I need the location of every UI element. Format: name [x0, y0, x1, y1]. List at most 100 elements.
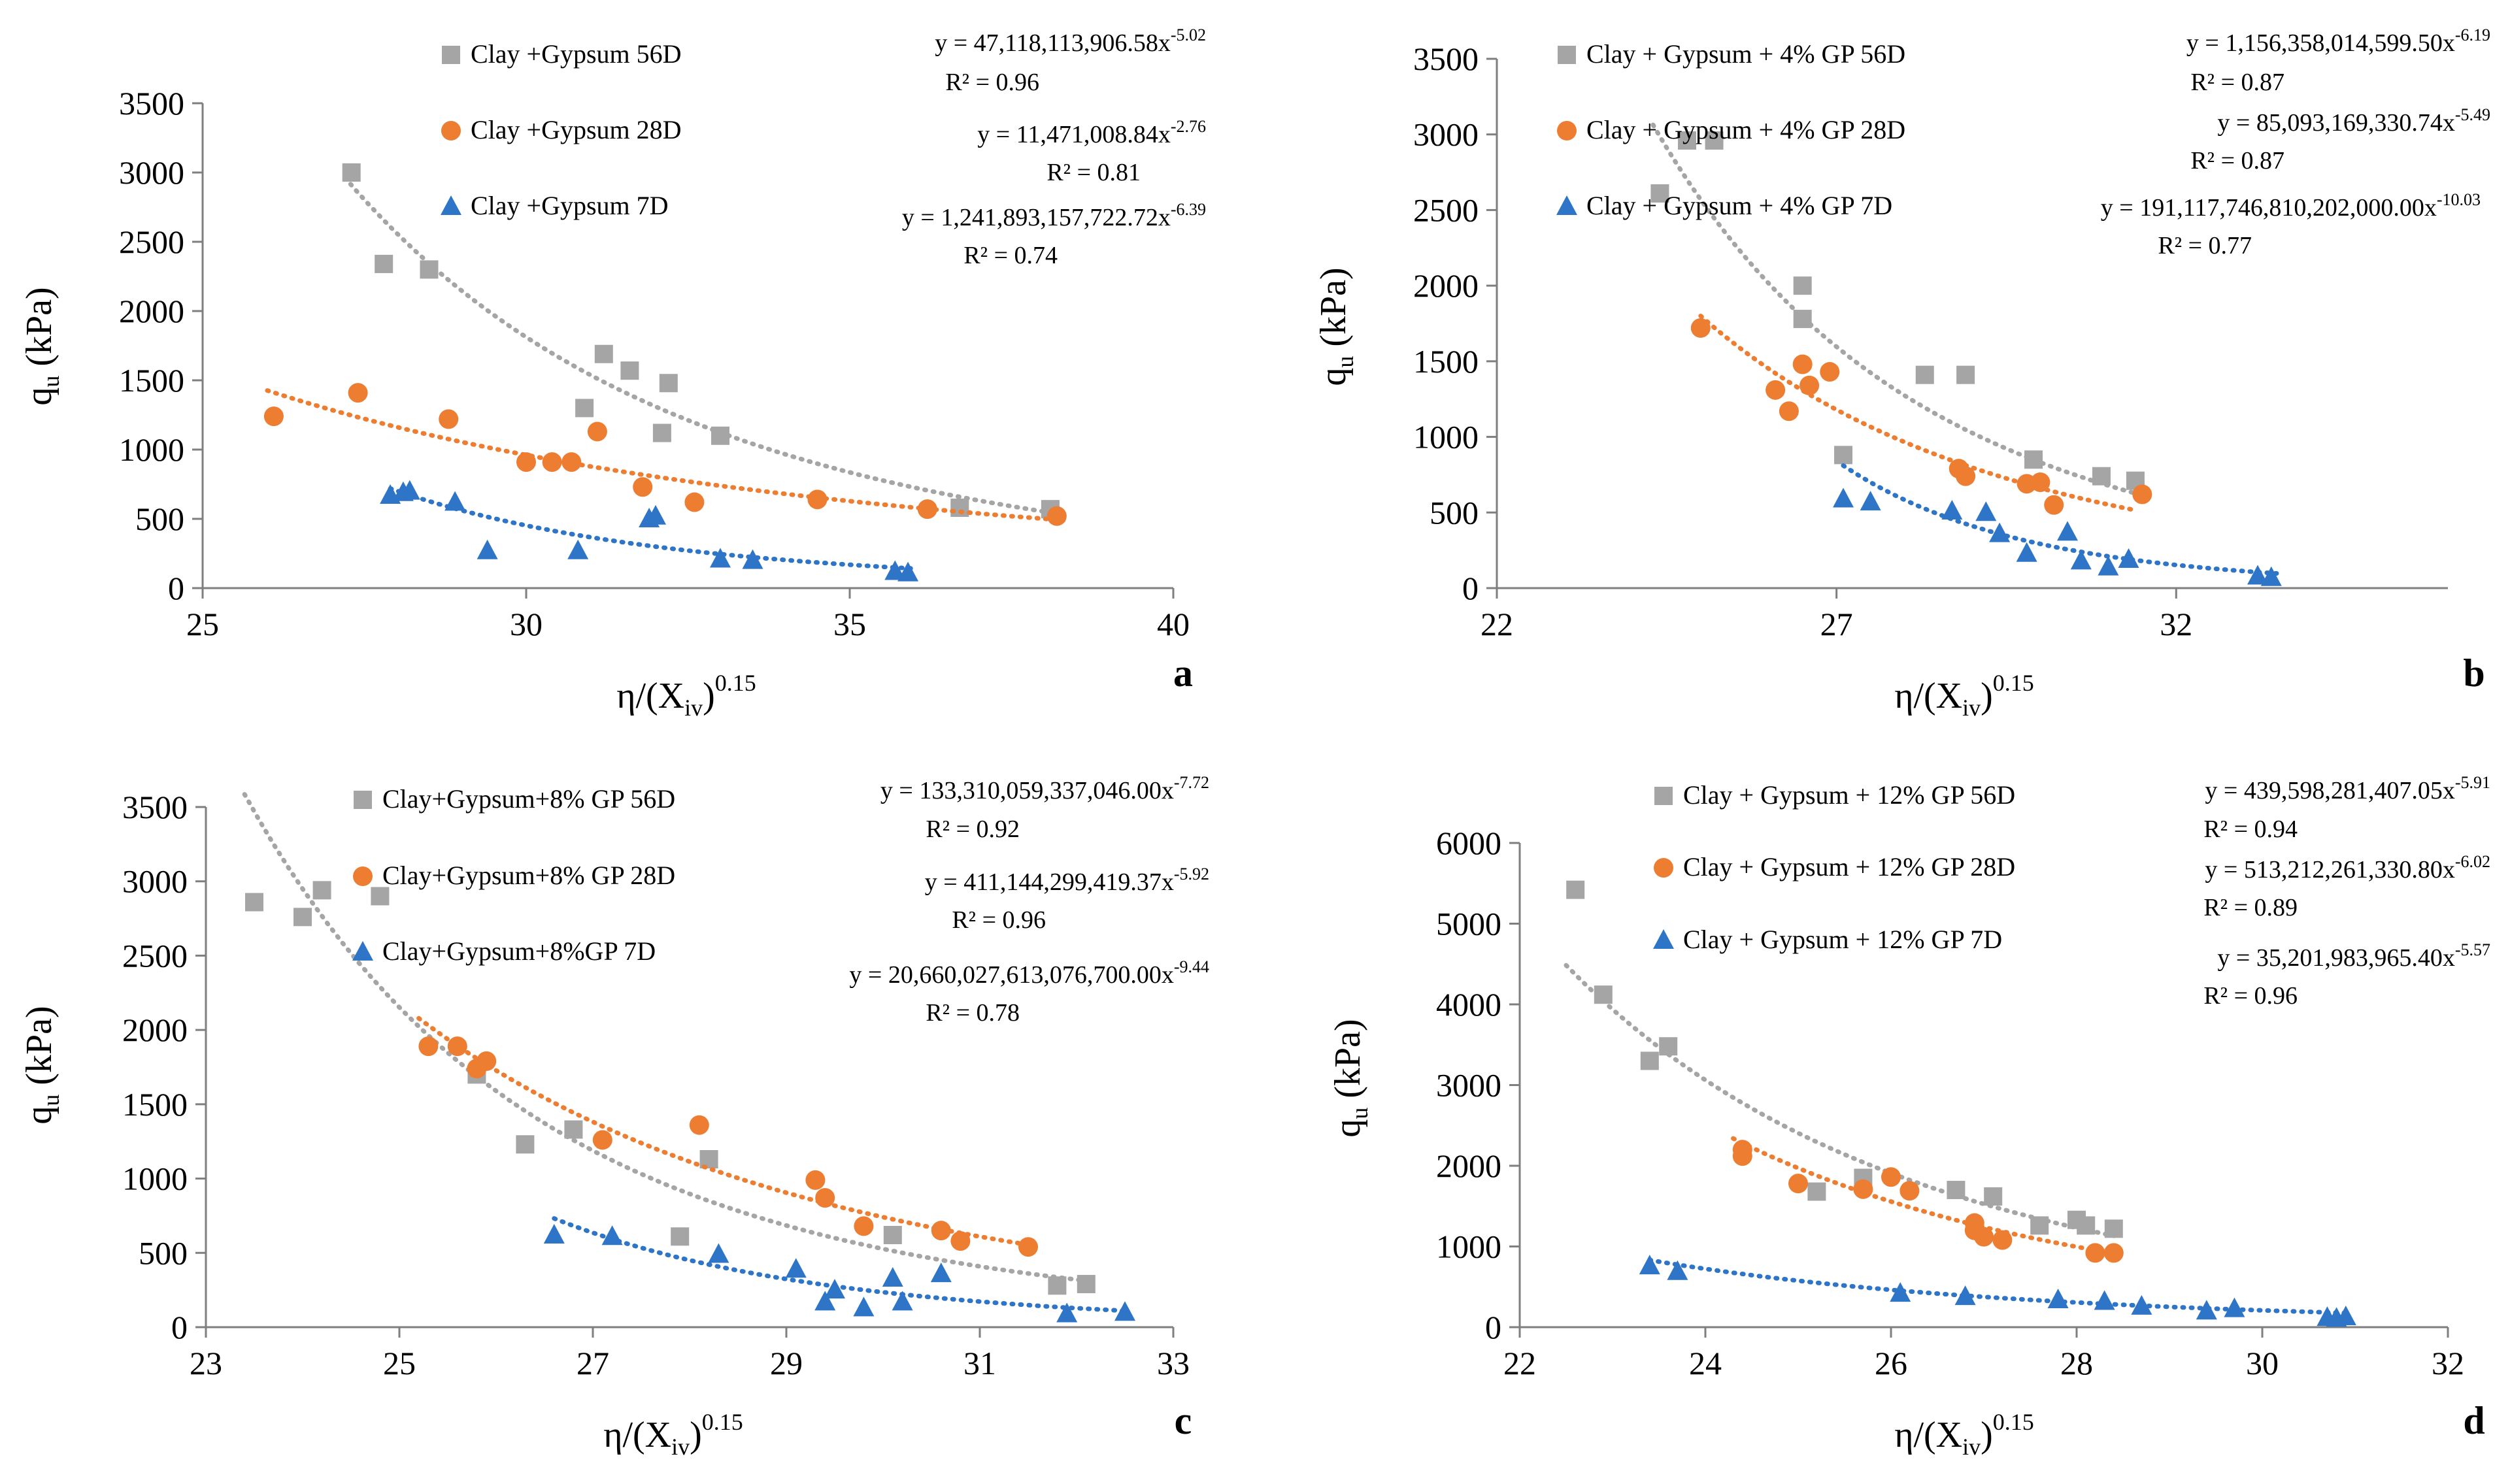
point-circle — [1792, 354, 1813, 374]
equation-square: y = 133,310,059,337,046.00x-7.72 — [880, 773, 1209, 804]
r-squared-triangle: R² = 0.96 — [2203, 982, 2298, 1010]
point-square — [245, 893, 263, 912]
equation-text: y = 11,471,008.84x — [977, 121, 1171, 148]
point-circle — [854, 1216, 874, 1236]
x-axis-title-main: η/(X — [616, 676, 684, 716]
point-square — [1793, 276, 1812, 295]
point-circle — [1765, 380, 1786, 400]
point-circle — [689, 1115, 709, 1135]
point-square — [1640, 1051, 1659, 1070]
y-tick-label: 500 — [135, 501, 184, 537]
legend-label-triangle: Clay+Gypsum+8%GP 7D — [382, 936, 656, 966]
equation-exponent: -6.39 — [1171, 200, 1206, 219]
y-axis-title-main: q — [19, 387, 59, 406]
y-tick-label: 0 — [171, 1309, 188, 1345]
point-triangle — [892, 1291, 913, 1311]
point-circle — [807, 489, 828, 510]
point-triangle — [1975, 501, 1997, 521]
y-axis-title-sub: u — [1347, 1108, 1373, 1119]
x-tick-label: 26 — [1875, 1345, 1907, 1381]
legend-label-circle: Clay + Gypsum + 4% GP 28D — [1586, 115, 1905, 144]
point-triangle — [1114, 1301, 1135, 1321]
equation-text: y = 47,118,113,906.58x — [935, 29, 1171, 57]
point-triangle — [2131, 1294, 2152, 1315]
equation-square: y = 47,118,113,906.58x-5.02 — [935, 25, 1206, 57]
x-tick-label: 40 — [1157, 606, 1190, 642]
equation-exponent: -9.44 — [1174, 957, 1209, 976]
y-tick-label: 2000 — [1413, 267, 1479, 304]
point-circle — [2030, 472, 2050, 492]
point-triangle — [930, 1262, 952, 1283]
point-circle — [592, 1130, 612, 1150]
x-axis-title: η/(Xiv)0.15 — [1894, 670, 2034, 721]
equation-triangle: y = 35,201,983,965.40x-5.57 — [2217, 940, 2490, 972]
y-tick-label: 5000 — [1436, 906, 1501, 942]
legend-marker-circle — [1654, 858, 1673, 878]
trendline-square — [1650, 122, 2145, 498]
y-axis-title-unit: (kPa) — [1313, 267, 1354, 355]
point-triangle — [2224, 1297, 2245, 1317]
r-squared-square: R² = 0.94 — [2203, 816, 2298, 843]
equation-exponent: -10.03 — [2437, 190, 2481, 209]
x-axis-title-paren: ) — [1981, 676, 1993, 716]
point-triangle — [543, 1223, 565, 1244]
x-tick-label: 31 — [963, 1345, 996, 1381]
point-circle — [1974, 1227, 1994, 1247]
point-triangle — [742, 549, 763, 569]
y-tick-label: 1500 — [119, 362, 184, 399]
point-circle — [1779, 401, 1799, 421]
point-circle — [447, 1036, 467, 1057]
point-square — [671, 1227, 690, 1246]
y-axis-title-main: q — [19, 1106, 59, 1125]
point-circle — [1820, 362, 1840, 382]
y-axis-title-unit: (kPa) — [19, 287, 59, 375]
point-square — [659, 374, 678, 393]
legend-label-square: Clay+Gypsum+8% GP 56D — [382, 784, 675, 814]
point-square — [516, 1135, 535, 1154]
x-tick-label: 28 — [2060, 1345, 2093, 1381]
x-tick-label: 22 — [1481, 606, 1513, 642]
point-circle — [348, 383, 368, 403]
legend-label-square: Clay + Gypsum + 4% GP 56D — [1586, 39, 1905, 69]
r-squared-square: R² = 0.96 — [945, 69, 1039, 96]
x-tick-label: 27 — [577, 1345, 609, 1381]
trendline-triangle — [1841, 463, 2281, 576]
trendline-circle — [265, 388, 1066, 523]
equation-circle: y = 85,093,169,330.74x-5.49 — [2217, 105, 2490, 137]
y-tick-label: 1500 — [1413, 343, 1479, 380]
y-tick-label: 6000 — [1436, 825, 1501, 861]
y-tick-label: 0 — [1462, 570, 1479, 606]
equation-exponent: -5.92 — [1174, 865, 1209, 883]
x-tick-label: 24 — [1689, 1345, 1722, 1381]
point-triangle — [1667, 1260, 1688, 1280]
point-triangle — [710, 548, 731, 568]
y-tick-label: 4000 — [1436, 986, 1501, 1023]
point-square — [293, 908, 312, 927]
point-triangle — [2094, 1290, 2115, 1310]
point-square — [1915, 365, 1934, 384]
equation-text: y = 133,310,059,337,046.00x — [880, 777, 1174, 804]
y-tick-label: 1000 — [119, 431, 184, 468]
point-circle — [561, 452, 582, 472]
legend-label-square: Clay +Gypsum 56D — [471, 39, 682, 69]
y-axis-title-main: q — [1313, 368, 1354, 386]
y-tick-label: 1000 — [122, 1161, 188, 1197]
point-square — [2024, 450, 2043, 469]
r-squared-circle: R² = 0.87 — [2190, 147, 2284, 174]
point-triangle — [814, 1291, 836, 1311]
x-axis-title-sub: iv — [671, 1434, 690, 1460]
panel-letter: d — [2463, 1399, 2485, 1442]
point-square — [1566, 880, 1585, 899]
point-circle — [931, 1221, 951, 1241]
y-axis-title: qu (kPa) — [1328, 1019, 1373, 1137]
legend-marker-square — [1558, 46, 1576, 64]
r-squared-triangle: R² = 0.74 — [963, 242, 1058, 269]
x-axis-title-sup: 0.15 — [715, 670, 756, 696]
trendline-triangle — [388, 486, 917, 571]
legend-label-triangle: Clay +Gypsum 7D — [471, 191, 669, 220]
y-axis-title-unit: (kPa) — [1328, 1019, 1368, 1107]
panel-letter: b — [2463, 651, 2485, 695]
x-tick-label: 25 — [383, 1345, 416, 1381]
equation-exponent: -7.72 — [1174, 773, 1209, 792]
point-triangle — [645, 504, 666, 525]
